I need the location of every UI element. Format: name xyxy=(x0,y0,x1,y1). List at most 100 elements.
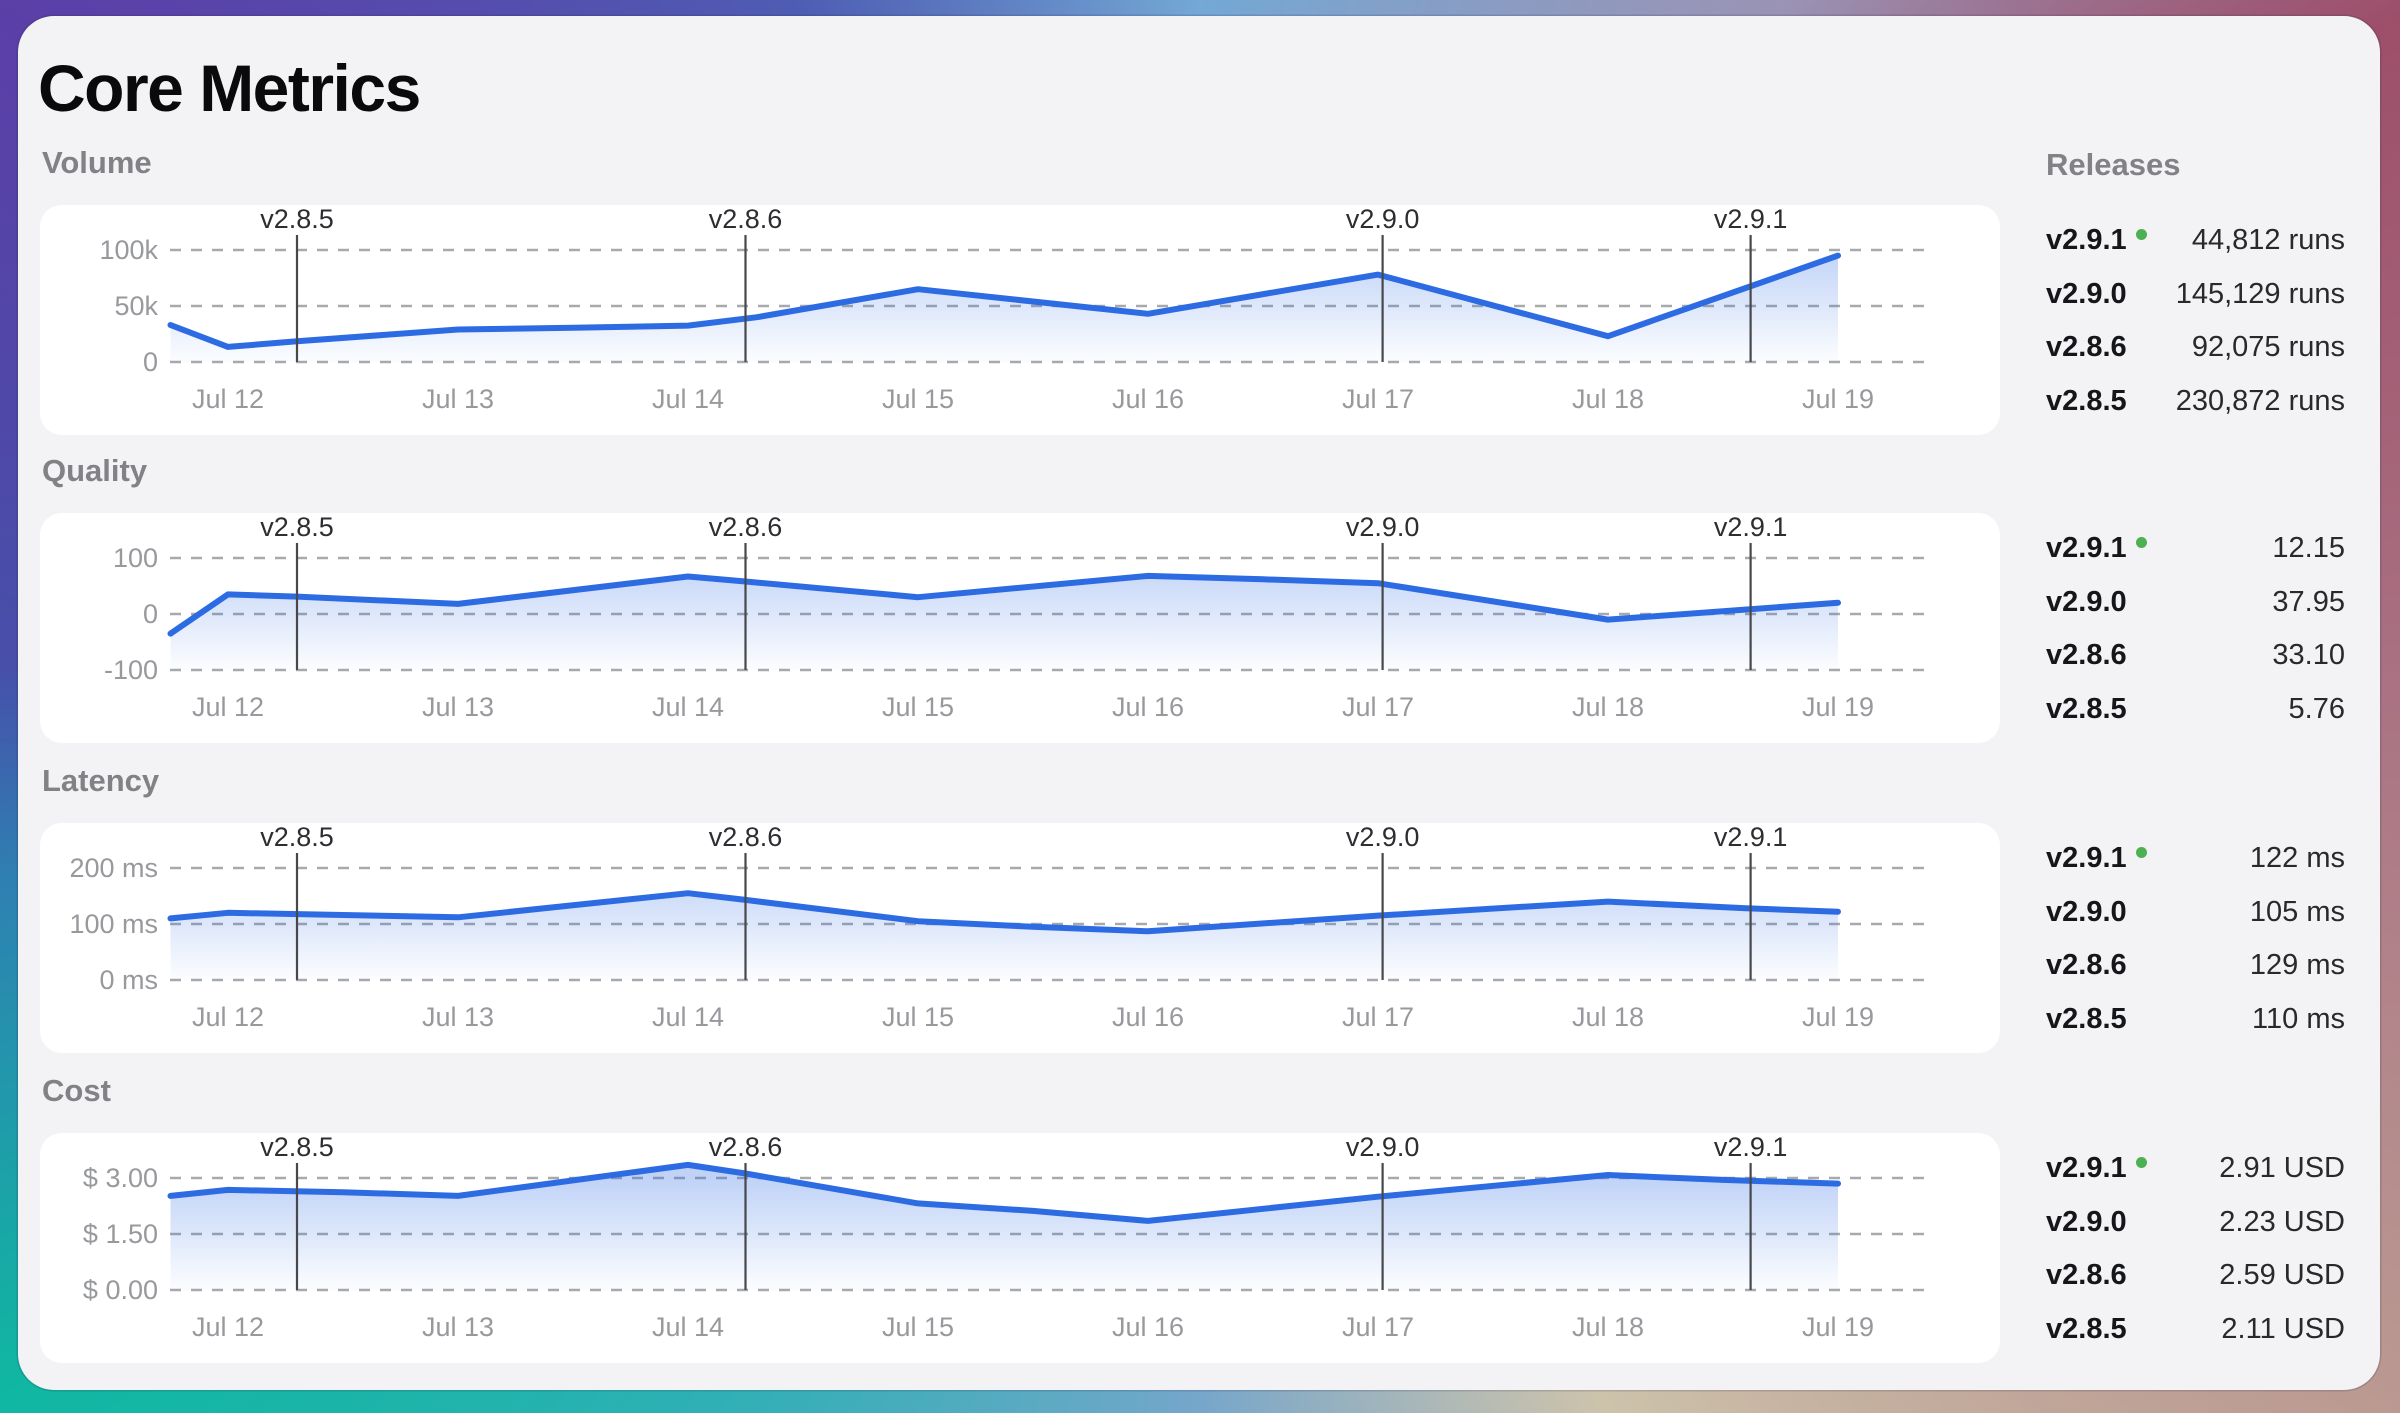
release-value: 12.15 xyxy=(2272,532,2345,564)
release-row-cost-v2.9.0: v2.9.0 2.23 USD xyxy=(2046,1205,2345,1240)
y-axis-label: 100k xyxy=(99,235,158,265)
x-axis-label: Jul 15 xyxy=(882,1312,954,1342)
release-marker-label-v2.9.1: v2.9.1 xyxy=(1714,513,1788,542)
chart-canvas-volume[interactable]: 100k 50k 0 v2.8.5 v2.8.6 v2.9.0 v2.9.1 Jul 12 Ju… xyxy=(40,205,2000,435)
release-row-cost-v2.9.1: v2.9.1 2.91 USD xyxy=(2046,1151,2345,1186)
x-axis-label: Jul 14 xyxy=(652,1002,724,1032)
y-axis-label: 100 xyxy=(113,543,158,573)
release-value: 92,075 runs xyxy=(2191,331,2345,363)
chart-canvas-quality[interactable]: 100 0 -100 v2.8.5 v2.8.6 v2.9.0 v2.9.1 Jul 12 Ju… xyxy=(40,513,2000,743)
x-axis-label: Jul 17 xyxy=(1342,384,1414,414)
chart-card-cost: $ 3.00 $ 1.50 $ 0.00 v2.8.5 v2.8.6 v2.9.0 v2.9… xyxy=(40,1133,2000,1363)
y-axis-label: 100 ms xyxy=(69,909,158,939)
release-row-latency-v2.8.5: v2.8.5 110 ms xyxy=(2046,1002,2345,1037)
release-version-label: v2.8.5 xyxy=(2046,1312,2127,1345)
release-row-quality-v2.8.6: v2.8.6 33.10 xyxy=(2046,638,2345,673)
x-axis-label: Jul 18 xyxy=(1572,692,1644,722)
release-row-volume-v2.9.0: v2.9.0 145,129 runs xyxy=(2046,277,2345,312)
release-value: 33.10 xyxy=(2272,639,2345,671)
release-row-volume-v2.9.1: v2.9.1 44,812 runs xyxy=(2046,223,2345,258)
x-axis-label: Jul 15 xyxy=(882,692,954,722)
release-row-volume-v2.8.5: v2.8.5 230,872 runs xyxy=(2046,384,2345,419)
release-row-latency-v2.9.1: v2.9.1 122 ms xyxy=(2046,841,2345,876)
release-marker-label-v2.8.6: v2.8.6 xyxy=(709,823,783,852)
page-title: Core Metrics xyxy=(38,51,421,125)
chart-card-quality: 100 0 -100 v2.8.5 v2.8.6 v2.9.0 v2.9.1 Jul 12 Ju… xyxy=(40,513,2000,743)
x-axis-label: Jul 13 xyxy=(422,384,494,414)
x-axis-label: Jul 12 xyxy=(192,1312,264,1342)
y-axis-label: 200 ms xyxy=(69,853,158,883)
release-marker-label-v2.9.0: v2.9.0 xyxy=(1346,513,1420,542)
x-axis-label: Jul 15 xyxy=(882,384,954,414)
release-row-latency-v2.8.6: v2.8.6 129 ms xyxy=(2046,948,2345,983)
release-value: 145,129 runs xyxy=(2175,277,2345,310)
y-axis-label: $ 0.00 xyxy=(83,1275,158,1305)
release-version-label: v2.9.1 xyxy=(2046,224,2147,257)
release-row-quality-v2.9.0: v2.9.0 37.95 xyxy=(2046,585,2345,620)
x-axis-label: Jul 19 xyxy=(1802,384,1874,414)
y-axis-label: 0 ms xyxy=(99,965,158,995)
latest-release-dot xyxy=(2135,847,2147,858)
x-axis-label: Jul 14 xyxy=(652,692,724,722)
release-version-label: v2.9.0 xyxy=(2046,895,2127,928)
x-axis-label: Jul 16 xyxy=(1112,1312,1184,1342)
release-marker-label-v2.8.5: v2.8.5 xyxy=(260,1133,334,1162)
series-area-latency xyxy=(170,893,1838,980)
release-value: 2.59 USD xyxy=(2219,1259,2345,1291)
series-area-cost xyxy=(170,1164,1838,1290)
x-axis-label: Jul 16 xyxy=(1112,1002,1184,1032)
release-row-cost-v2.8.6: v2.8.6 2.59 USD xyxy=(2046,1258,2345,1293)
x-axis-label: Jul 16 xyxy=(1112,692,1184,722)
section-label-volume: Volume xyxy=(42,145,152,180)
release-version-label: v2.9.1 xyxy=(2046,842,2147,875)
release-marker-label-v2.8.6: v2.8.6 xyxy=(709,513,783,542)
x-axis-label: Jul 17 xyxy=(1342,692,1414,722)
series-line-cost xyxy=(167,1161,1841,1224)
release-value: 2.91 USD xyxy=(2219,1152,2345,1184)
x-axis-label: Jul 15 xyxy=(882,1002,954,1032)
release-marker-label-v2.9.1: v2.9.1 xyxy=(1714,823,1788,852)
y-axis-label: $ 3.00 xyxy=(83,1163,158,1193)
release-version-label: v2.9.1 xyxy=(2046,1152,2147,1185)
x-axis-label: Jul 19 xyxy=(1802,1312,1874,1342)
x-axis-label: Jul 16 xyxy=(1112,384,1184,414)
x-axis-label: Jul 18 xyxy=(1572,1312,1644,1342)
releases-header: Releases xyxy=(2046,147,2181,182)
x-axis-label: Jul 19 xyxy=(1802,1002,1874,1032)
release-version-label: v2.8.6 xyxy=(2046,331,2127,363)
release-version-label: v2.8.5 xyxy=(2046,384,2127,417)
x-axis-label: Jul 13 xyxy=(422,1002,494,1032)
release-value: 105 ms xyxy=(2249,895,2345,928)
release-version-label: v2.9.0 xyxy=(2046,277,2127,310)
chart-card-latency: 200 ms 100 ms 0 ms v2.8.5 v2.8.6 v2.9.0 v2.9.1… xyxy=(40,823,2000,1053)
latest-release-dot xyxy=(2135,537,2147,548)
release-value: 110 ms xyxy=(2252,1002,2345,1035)
release-marker-label-v2.9.0: v2.9.0 xyxy=(1346,1133,1420,1162)
release-value: 37.95 xyxy=(2272,585,2345,618)
series-line-quality xyxy=(167,572,1841,637)
x-axis-label: Jul 12 xyxy=(192,1002,264,1032)
release-version-label: v2.8.6 xyxy=(2046,639,2127,671)
y-axis-label: -100 xyxy=(104,655,158,685)
latest-release-dot xyxy=(2135,1157,2147,1168)
section-label-latency: Latency xyxy=(42,763,160,798)
release-row-quality-v2.9.1: v2.9.1 12.15 xyxy=(2046,531,2345,566)
release-row-latency-v2.9.0: v2.9.0 105 ms xyxy=(2046,895,2345,930)
x-axis-label: Jul 18 xyxy=(1572,1002,1644,1032)
x-axis-label: Jul 14 xyxy=(652,1312,724,1342)
x-axis-label: Jul 17 xyxy=(1342,1312,1414,1342)
release-value: 122 ms xyxy=(2249,842,2345,874)
release-marker-label-v2.9.1: v2.9.1 xyxy=(1714,205,1788,234)
y-axis-label: 0 xyxy=(143,347,158,377)
chart-canvas-cost[interactable]: $ 3.00 $ 1.50 $ 0.00 v2.8.5 v2.8.6 v2.9.0 v2.9… xyxy=(40,1133,2000,1363)
release-version-label: v2.8.6 xyxy=(2046,1259,2127,1291)
release-version-label: v2.9.0 xyxy=(2046,1205,2127,1238)
release-marker-label-v2.8.6: v2.8.6 xyxy=(709,205,783,234)
series-area-volume xyxy=(170,255,1838,362)
release-row-cost-v2.8.5: v2.8.5 2.11 USD xyxy=(2046,1312,2345,1347)
chart-canvas-latency[interactable]: 200 ms 100 ms 0 ms v2.8.5 v2.8.6 v2.9.0 v2.9.1… xyxy=(40,823,2000,1053)
release-value: 129 ms xyxy=(2249,949,2345,981)
y-axis-label: 50k xyxy=(114,291,158,321)
latest-release-dot xyxy=(2135,229,2147,240)
